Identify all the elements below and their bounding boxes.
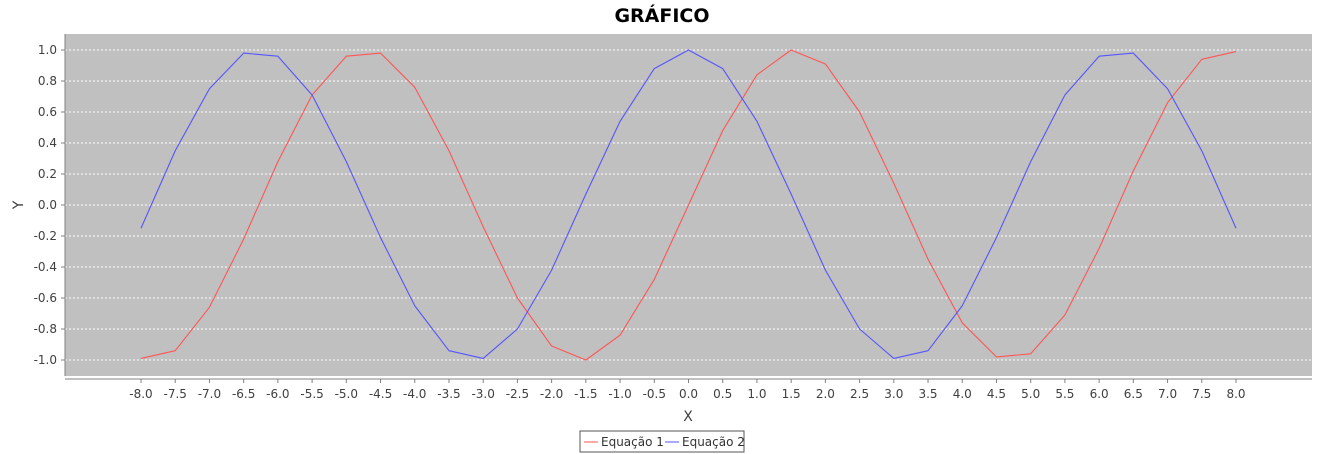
legend: Equação 1 Equação 2 xyxy=(579,430,745,453)
y-axis-label: Y xyxy=(11,200,27,210)
y-tick-label: 0.6 xyxy=(38,105,57,119)
x-axis-label: X xyxy=(683,409,693,425)
x-tick-label: -1.0 xyxy=(608,387,631,401)
x-tick-label: -0.5 xyxy=(643,387,666,401)
x-tick-label: -5.0 xyxy=(335,387,358,401)
y-axis-ticks: 1.0 0.8 0.6 0.4 0.2 0.0 -0.2 -0.4 -0.6 -0.8 -1.0 xyxy=(34,43,65,367)
y-tick-label: 1.0 xyxy=(38,43,57,57)
x-tick-label: -5.5 xyxy=(300,387,323,401)
y-tick-label: -0.4 xyxy=(34,260,57,274)
x-tick-label: 5.5 xyxy=(1055,387,1074,401)
x-tick-label: -7.0 xyxy=(198,387,221,401)
x-tick-label: 5.0 xyxy=(1021,387,1040,401)
x-tick-label: -2.5 xyxy=(506,387,529,401)
y-tick-label: 0.8 xyxy=(38,74,57,88)
chart-title: GRÁFICO xyxy=(614,4,709,27)
x-tick-label: 6.0 xyxy=(1090,387,1109,401)
y-tick-label: 0.0 xyxy=(38,198,57,212)
x-tick-label: 0.0 xyxy=(679,387,698,401)
x-tick-label: 1.0 xyxy=(747,387,766,401)
x-tick-label: -4.0 xyxy=(403,387,426,401)
x-tick-label: 2.0 xyxy=(816,387,835,401)
y-tick-label: 0.2 xyxy=(38,167,57,181)
x-tick-label: 2.5 xyxy=(850,387,869,401)
x-tick-label: 7.0 xyxy=(1158,387,1177,401)
x-tick-label: -3.5 xyxy=(437,387,460,401)
x-tick-label: -6.5 xyxy=(232,387,255,401)
legend-label-equacao-2: Equação 2 xyxy=(682,435,745,449)
x-tick-label: -8.0 xyxy=(129,387,152,401)
legend-label-equacao-1: Equação 1 xyxy=(601,435,664,449)
x-tick-label: 8.0 xyxy=(1226,387,1245,401)
x-tick-label: 4.0 xyxy=(953,387,972,401)
y-tick-label: -1.0 xyxy=(34,353,57,367)
x-tick-label: -7.5 xyxy=(164,387,187,401)
series-lines xyxy=(140,49,1237,361)
x-tick-label: 7.5 xyxy=(1192,387,1211,401)
y-tick-label: -0.8 xyxy=(34,322,57,336)
x-tick-label: -3.0 xyxy=(471,387,494,401)
x-tick-label: 6.5 xyxy=(1124,387,1143,401)
x-tick-label: 4.5 xyxy=(987,387,1006,401)
legend-box xyxy=(579,430,745,453)
y-tick-label: -0.2 xyxy=(34,229,57,243)
x-tick-label: -6.0 xyxy=(266,387,289,401)
x-tick-label: 3.5 xyxy=(918,387,937,401)
x-tick-label: -4.5 xyxy=(369,387,392,401)
x-tick-label: 0.5 xyxy=(713,387,732,401)
series-line-1 xyxy=(140,49,1237,361)
x-tick-label: -2.0 xyxy=(540,387,563,401)
y-tick-label: -0.6 xyxy=(34,291,57,305)
series-line-2 xyxy=(140,49,1237,360)
x-axis-ticks: -8.0 -7.5 -7.0 -6.5 -6.0 -5.5 -5.0 -4.5 -4.0 -3.5… xyxy=(129,379,1246,401)
y-tick-label: 0.4 xyxy=(38,136,57,150)
x-tick-label: 1.5 xyxy=(782,387,801,401)
x-tick-label: -1.5 xyxy=(574,387,597,401)
x-tick-label: 3.0 xyxy=(884,387,903,401)
